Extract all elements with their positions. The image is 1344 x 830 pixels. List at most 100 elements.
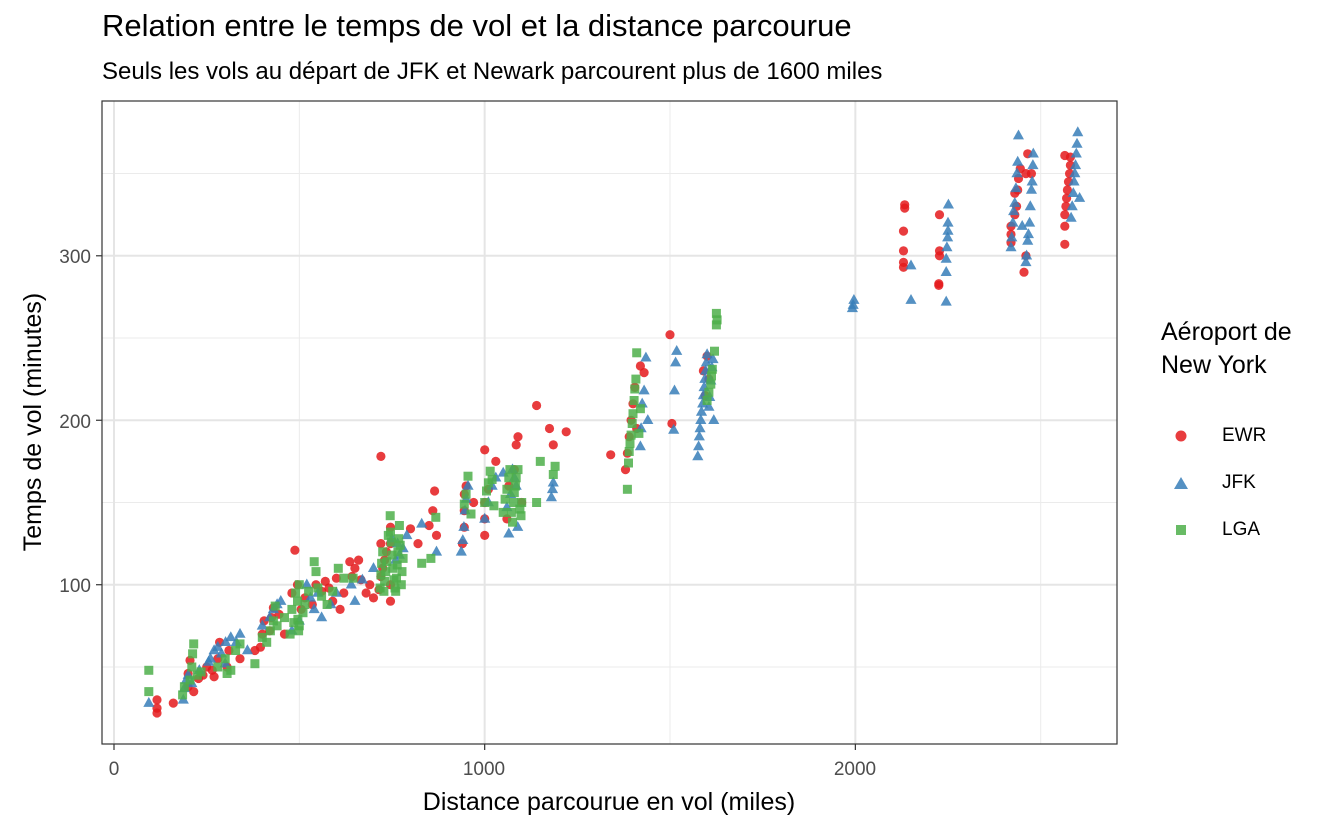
- data-point-lga: [459, 499, 469, 509]
- data-point-jfk: [670, 356, 682, 367]
- data-point-jfk: [1026, 175, 1038, 186]
- data-point-ewr: [430, 486, 440, 496]
- data-point-jfk: [905, 294, 917, 304]
- data-point-jfk: [462, 479, 474, 490]
- data-point-jfk: [700, 356, 712, 367]
- data-point-ewr: [665, 330, 675, 340]
- data-point-ewr: [431, 530, 442, 541]
- data-point-ewr: [354, 555, 364, 565]
- data-point-lga: [377, 558, 387, 568]
- data-point-lga: [634, 428, 644, 438]
- data-point-lga: [185, 675, 195, 685]
- data-point-jfk: [416, 517, 428, 528]
- data-point-lga: [348, 573, 358, 583]
- data-point-jfk: [1011, 167, 1023, 178]
- data-point-lga: [294, 580, 304, 590]
- data-point-ewr: [350, 563, 360, 573]
- data-point-lga: [550, 461, 560, 471]
- data-point-jfk: [457, 534, 469, 544]
- data-point-lga: [498, 507, 508, 517]
- data-point-jfk: [503, 527, 515, 538]
- data-point-jfk: [1065, 211, 1077, 222]
- y-tick-label-300: 300: [59, 247, 91, 268]
- data-points: [143, 126, 1086, 718]
- data-point-lga: [535, 456, 545, 466]
- data-point-jfk: [1072, 126, 1084, 137]
- data-point-jfk: [693, 440, 705, 451]
- data-point-lga: [262, 637, 272, 647]
- square-icon: [1161, 510, 1201, 550]
- legend-title: Aéroport de New York: [1161, 318, 1292, 379]
- data-point-lga: [482, 486, 491, 496]
- data-point-lga: [268, 616, 278, 626]
- data-point-ewr: [898, 246, 909, 256]
- data-point-jfk: [940, 252, 952, 263]
- data-point-jfk: [1022, 228, 1034, 239]
- data-point-jfk: [301, 578, 313, 589]
- legend-label-lga: LGA: [1222, 518, 1261, 540]
- data-point-jfk: [634, 440, 646, 451]
- data-point-jfk: [1025, 183, 1037, 194]
- data-point-ewr: [345, 557, 355, 567]
- chart-title: Relation entre le temps de vol et la dis…: [102, 8, 852, 43]
- data-point-lga: [378, 547, 388, 557]
- data-point-ewr: [1060, 221, 1070, 231]
- data-point-ewr: [898, 257, 909, 267]
- x-tick-label-0: 0: [109, 759, 120, 780]
- data-point-jfk: [941, 241, 953, 252]
- data-point-lga: [480, 498, 490, 507]
- data-point-lga: [231, 646, 241, 655]
- data-point-lga: [280, 613, 289, 623]
- data-point-lga: [516, 511, 526, 521]
- data-point-jfk: [1021, 249, 1033, 260]
- data-point-ewr: [209, 672, 219, 682]
- data-point-lga: [506, 507, 516, 517]
- data-point-lga: [509, 498, 519, 507]
- data-point-jfk: [703, 400, 715, 411]
- data-point-lga: [431, 512, 441, 522]
- data-point-lga: [712, 315, 722, 325]
- data-point-ewr: [335, 604, 345, 615]
- data-point-lga: [196, 667, 206, 677]
- data-point-ewr: [339, 588, 349, 598]
- data-point-jfk: [708, 414, 720, 424]
- data-point-jfk: [1012, 129, 1024, 140]
- data-point-jfk: [693, 430, 705, 441]
- data-point-lga: [629, 396, 639, 405]
- data-point-jfk: [1005, 241, 1017, 252]
- x-axis-title: Distance parcourue en vol (miles): [423, 788, 795, 816]
- data-point-lga: [213, 662, 223, 672]
- data-point-lga: [397, 567, 407, 577]
- x-tick-label-1000: 1000: [463, 759, 505, 780]
- data-point-lga: [710, 346, 719, 356]
- data-point-jfk: [1024, 216, 1036, 227]
- data-point-jfk: [640, 351, 652, 362]
- data-point-lga: [702, 396, 712, 405]
- data-point-lga: [500, 494, 510, 504]
- data-point-jfk: [1010, 182, 1022, 193]
- data-point-lga: [298, 608, 308, 618]
- data-point-lga: [707, 364, 717, 374]
- data-point-lga: [294, 621, 304, 631]
- data-point-jfk: [1067, 187, 1079, 197]
- data-point-jfk: [545, 491, 557, 502]
- data-point-jfk: [671, 345, 683, 355]
- data-point-ewr: [513, 432, 523, 442]
- data-point-jfk: [316, 611, 328, 622]
- data-point-lga: [187, 662, 197, 672]
- data-point-jfk: [512, 521, 524, 531]
- data-point-jfk: [1024, 200, 1036, 211]
- data-point-lga: [509, 488, 519, 498]
- data-point-ewr: [606, 450, 616, 460]
- data-point-lga: [632, 348, 642, 358]
- data-point-lga: [220, 654, 230, 664]
- data-point-lga: [293, 596, 302, 606]
- data-point-lga: [313, 583, 323, 593]
- data-point-ewr: [639, 368, 649, 378]
- data-point-lga: [393, 547, 403, 557]
- data-point-jfk: [546, 483, 559, 494]
- data-point-jfk: [695, 405, 708, 416]
- data-point-jfk: [942, 198, 954, 209]
- data-point-lga: [339, 573, 349, 583]
